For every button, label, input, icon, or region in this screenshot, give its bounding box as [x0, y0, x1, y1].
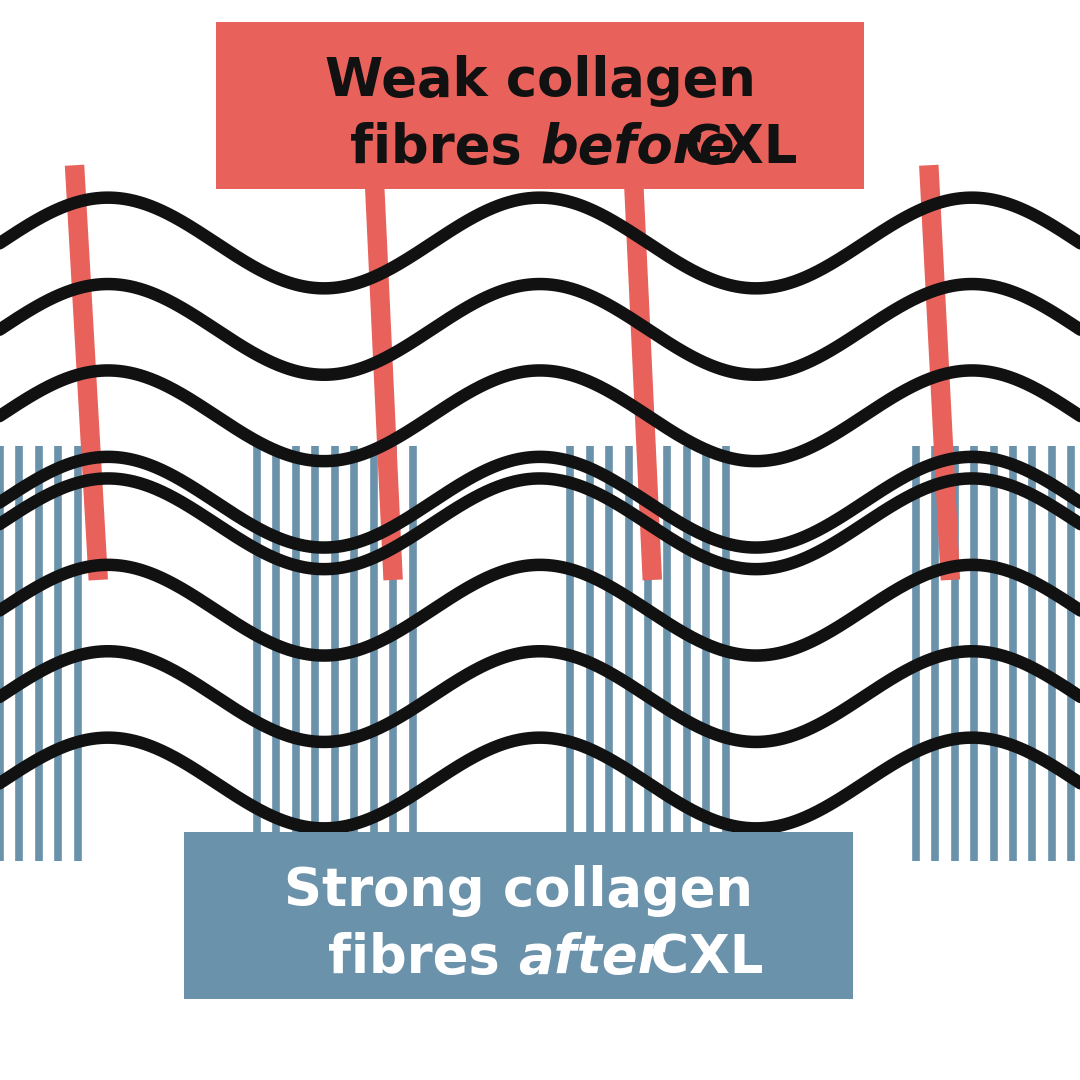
- FancyBboxPatch shape: [184, 832, 853, 999]
- Text: before: before: [540, 122, 734, 174]
- Text: fibres: fibres: [350, 122, 540, 174]
- Text: Weak collagen: Weak collagen: [325, 55, 755, 107]
- Text: fibres: fibres: [328, 932, 518, 984]
- Text: after: after: [518, 932, 664, 984]
- Text: Strong collagen: Strong collagen: [284, 865, 753, 917]
- Text: CXL: CXL: [666, 122, 798, 174]
- Text: CXL: CXL: [632, 932, 764, 984]
- FancyBboxPatch shape: [216, 22, 864, 189]
